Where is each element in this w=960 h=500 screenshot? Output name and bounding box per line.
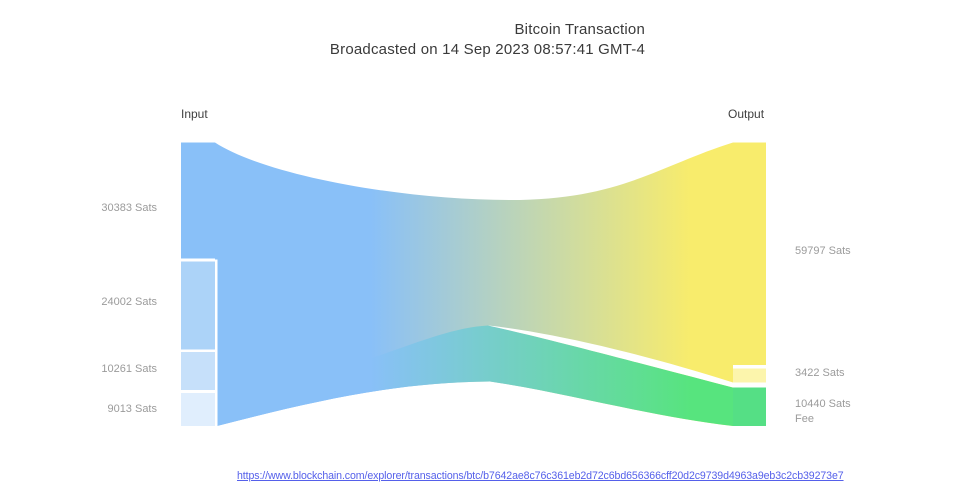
input-node-label-2: 24002 Sats (101, 295, 157, 308)
chart-title-line1: Bitcoin Transaction (514, 21, 645, 38)
output-node-label-1: 59797 Sats (795, 244, 851, 257)
transaction-explorer-link[interactable]: https://www.blockchain.com/explorer/tran… (237, 470, 844, 482)
output-node-label-3: 10440 Sats Fee (795, 397, 851, 427)
input-node-label-4: 9013 Sats (107, 402, 157, 415)
output-node-1[interactable] (733, 142, 766, 366)
sankey-flow-fee (215, 325, 733, 427)
input-node-label-3: 10261 Sats (101, 362, 157, 375)
output-node-label-2: 3422 Sats (795, 366, 845, 379)
node-flow-separator (215, 259, 218, 427)
output-node-3[interactable] (733, 387, 766, 427)
input-node-2[interactable] (181, 261, 215, 350)
input-node-4[interactable] (181, 393, 215, 426)
chart-title: Bitcoin Transaction Broadcasted on 14 Se… (330, 20, 645, 60)
input-node-label-1: 30383 Sats (101, 202, 157, 214)
fee-amount-label: 10440 Sats (795, 397, 851, 410)
output-node-2[interactable] (733, 368, 766, 383)
fee-note-label: Fee (795, 412, 814, 425)
chart-title-line2: Broadcasted on 14 Sep 2023 08:57:41 GMT-… (329, 41, 645, 58)
input-column-header: Input (181, 107, 208, 121)
input-node-3[interactable] (181, 352, 215, 390)
input-node-1[interactable] (181, 142, 215, 259)
output-column-header: Output (728, 107, 765, 121)
